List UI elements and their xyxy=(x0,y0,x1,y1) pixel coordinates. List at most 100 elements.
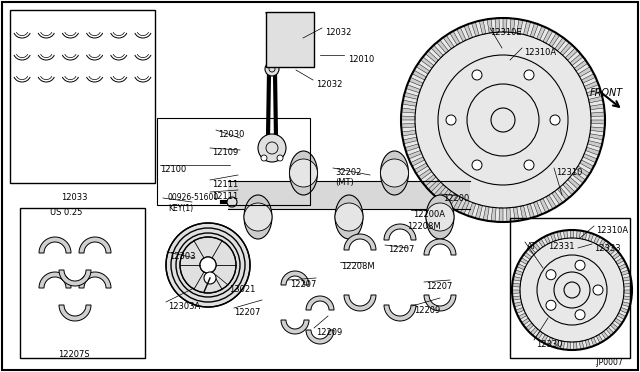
Circle shape xyxy=(289,159,317,187)
Polygon shape xyxy=(59,270,91,286)
Polygon shape xyxy=(468,203,476,217)
Polygon shape xyxy=(306,296,334,310)
Circle shape xyxy=(575,310,585,320)
Circle shape xyxy=(204,272,216,284)
Circle shape xyxy=(593,285,603,295)
Polygon shape xyxy=(344,295,376,311)
Polygon shape xyxy=(623,283,632,287)
Circle shape xyxy=(282,51,298,67)
Polygon shape xyxy=(281,271,309,285)
Polygon shape xyxy=(591,120,605,124)
Circle shape xyxy=(166,223,250,307)
Polygon shape xyxy=(623,296,632,300)
Polygon shape xyxy=(513,296,521,300)
Circle shape xyxy=(265,62,279,76)
Polygon shape xyxy=(560,42,572,55)
Text: 12303A: 12303A xyxy=(168,302,200,311)
Polygon shape xyxy=(512,290,520,294)
Polygon shape xyxy=(590,104,604,110)
Circle shape xyxy=(550,115,560,125)
Polygon shape xyxy=(612,252,621,259)
Polygon shape xyxy=(528,247,536,255)
Polygon shape xyxy=(513,276,522,281)
Polygon shape xyxy=(499,208,503,222)
Polygon shape xyxy=(563,230,568,238)
Polygon shape xyxy=(424,239,456,255)
Text: 12207: 12207 xyxy=(388,245,414,254)
Text: 12208M: 12208M xyxy=(341,262,374,271)
Polygon shape xyxy=(506,208,511,222)
Circle shape xyxy=(446,115,456,125)
Polygon shape xyxy=(546,195,556,209)
Polygon shape xyxy=(483,206,489,221)
Text: 12100: 12100 xyxy=(160,165,186,174)
Polygon shape xyxy=(596,334,603,343)
Polygon shape xyxy=(401,108,415,113)
Circle shape xyxy=(200,257,216,273)
Polygon shape xyxy=(620,308,628,313)
Polygon shape xyxy=(516,19,523,34)
Polygon shape xyxy=(581,74,596,83)
Polygon shape xyxy=(590,127,605,132)
Ellipse shape xyxy=(244,195,272,239)
Polygon shape xyxy=(476,205,483,219)
Polygon shape xyxy=(344,234,376,250)
Polygon shape xyxy=(614,318,623,325)
Polygon shape xyxy=(513,302,522,307)
Polygon shape xyxy=(557,231,562,240)
Text: 12111: 12111 xyxy=(212,180,238,189)
Polygon shape xyxy=(554,340,559,348)
Circle shape xyxy=(426,203,454,231)
Polygon shape xyxy=(560,341,564,349)
Polygon shape xyxy=(572,172,586,183)
Polygon shape xyxy=(544,235,550,244)
Polygon shape xyxy=(446,193,457,207)
Polygon shape xyxy=(384,305,416,321)
Circle shape xyxy=(335,203,363,231)
Polygon shape xyxy=(589,96,603,103)
Circle shape xyxy=(244,203,272,231)
Polygon shape xyxy=(510,18,515,33)
Polygon shape xyxy=(434,185,446,198)
Text: 12208M: 12208M xyxy=(407,222,440,231)
Text: 12310A: 12310A xyxy=(524,48,556,57)
Polygon shape xyxy=(515,308,524,313)
Polygon shape xyxy=(588,141,602,148)
Polygon shape xyxy=(495,18,500,32)
Polygon shape xyxy=(588,233,594,241)
Text: 12032: 12032 xyxy=(316,80,342,89)
Polygon shape xyxy=(384,224,416,240)
Polygon shape xyxy=(428,180,441,192)
Polygon shape xyxy=(530,23,538,38)
Polygon shape xyxy=(403,137,417,144)
Polygon shape xyxy=(450,31,460,45)
Polygon shape xyxy=(420,57,434,68)
Circle shape xyxy=(401,18,605,222)
Polygon shape xyxy=(401,124,415,128)
Text: 12207S: 12207S xyxy=(58,350,90,359)
Circle shape xyxy=(524,70,534,80)
Polygon shape xyxy=(621,270,630,275)
Polygon shape xyxy=(440,189,451,202)
Polygon shape xyxy=(79,272,111,288)
Polygon shape xyxy=(568,177,580,189)
Polygon shape xyxy=(524,252,532,259)
Polygon shape xyxy=(403,100,417,106)
Polygon shape xyxy=(457,28,466,42)
Polygon shape xyxy=(39,272,71,288)
Polygon shape xyxy=(520,257,528,264)
Polygon shape xyxy=(567,342,570,350)
Circle shape xyxy=(227,197,237,207)
Circle shape xyxy=(381,159,408,187)
Polygon shape xyxy=(401,116,415,120)
Text: 12030: 12030 xyxy=(218,130,244,139)
Polygon shape xyxy=(59,305,91,321)
Text: AT: AT xyxy=(527,242,537,251)
Text: 12032: 12032 xyxy=(325,28,351,37)
Polygon shape xyxy=(549,33,559,47)
Polygon shape xyxy=(443,35,454,49)
Polygon shape xyxy=(547,337,553,346)
Polygon shape xyxy=(586,147,600,155)
Polygon shape xyxy=(525,323,534,331)
Polygon shape xyxy=(424,295,456,311)
